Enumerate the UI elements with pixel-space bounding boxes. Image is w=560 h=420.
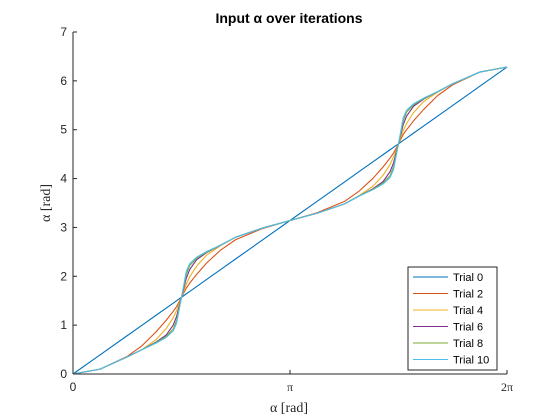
legend-entry: Trial 6 (453, 322, 483, 334)
legend-entry: Trial 10 (453, 355, 489, 367)
x-axis: 0 π 2π (70, 370, 513, 394)
series-line-trial-10 (72, 66, 508, 375)
y-tick-label: 5 (60, 123, 67, 137)
plot-area (72, 66, 508, 375)
y-tick-label: 1 (60, 318, 67, 332)
y-axis: 0 1 2 3 4 5 6 7 (60, 25, 77, 381)
y-tick-label: 6 (60, 74, 67, 88)
y-tick-label: 4 (60, 172, 67, 186)
x-tick-label: 0 (70, 380, 77, 394)
legend-entry: Trial 8 (453, 338, 483, 350)
y-tick-label: 3 (60, 220, 67, 234)
y-axis-label: α [rad] (39, 184, 54, 222)
y-tick-label: 2 (60, 269, 67, 283)
x-tick-label: 2π (501, 380, 513, 394)
y-tick-label: 0 (60, 367, 67, 381)
legend-entry: Trial 4 (453, 305, 483, 317)
chart-title: Input α over iterations (215, 10, 362, 26)
x-axis-label: α [rad] (270, 401, 308, 416)
legend-entry: Trial 0 (453, 272, 483, 284)
legend: Trial 0 Trial 2 Trial 4 Trial 6 Trial 8 Trial… (407, 266, 498, 371)
x-tick-label: π (287, 380, 293, 394)
legend-box (407, 266, 498, 371)
y-tick-label: 7 (60, 25, 67, 39)
legend-entry: Trial 2 (453, 289, 483, 301)
